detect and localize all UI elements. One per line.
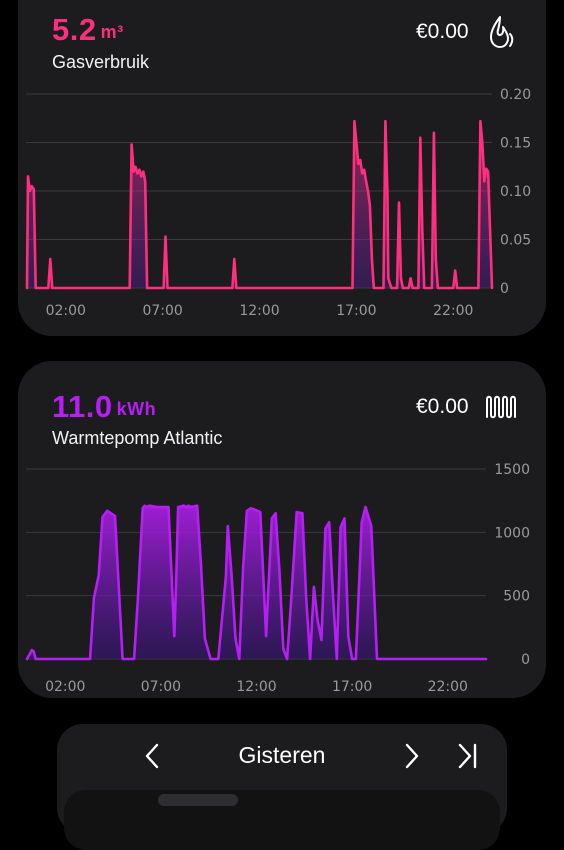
gas-value-number: 5.2 bbox=[52, 12, 97, 47]
gas-chart: 0.20 0.15 0.10 0.05 0 02:00 07:00 12:00 17:00 22:… bbox=[25, 87, 531, 319]
x-tick-label: 07:00 bbox=[142, 303, 182, 319]
chevron-left-icon bbox=[145, 743, 159, 769]
y-tick-label: 0.05 bbox=[500, 233, 531, 249]
chevron-right-icon bbox=[405, 743, 419, 769]
y-tick-label: 0 bbox=[521, 652, 530, 668]
x-tick-label: 12:00 bbox=[239, 303, 279, 319]
x-tick-label: 22:00 bbox=[433, 303, 473, 319]
heatpump-value-number: 11.0 bbox=[52, 389, 113, 424]
y-tick-label: 1000 bbox=[494, 525, 530, 541]
y-tick-label: 0 bbox=[500, 281, 509, 297]
heatpump-card[interactable]: 11.0 kWh Warmtepomp Atlantic €0.00 1500 10… bbox=[18, 361, 546, 698]
series-line bbox=[25, 504, 488, 661]
date-navigation: Gisteren bbox=[57, 724, 507, 850]
gas-usage-card[interactable]: 5.2 m³ Gasverbruik €0.00 0.20 0.15 0.10 0.05… bbox=[18, 0, 546, 336]
heatpump-card-title: Warmtepomp Atlantic bbox=[52, 428, 223, 448]
date-label: Gisteren bbox=[238, 742, 326, 768]
y-tick-label: 0.20 bbox=[500, 87, 531, 103]
heatpump-unit: kWh bbox=[116, 399, 157, 419]
x-tick-label: 22:00 bbox=[428, 679, 468, 695]
y-tick-label: 500 bbox=[503, 589, 530, 605]
skip-to-end-icon bbox=[458, 743, 477, 769]
gas-card-title: Gasverbruik bbox=[52, 52, 150, 72]
x-tick-label: 12:00 bbox=[236, 679, 276, 695]
bottom-panel bbox=[64, 790, 500, 850]
heatpump-cost: €0.00 bbox=[416, 395, 469, 418]
y-tick-label: 0.15 bbox=[500, 136, 531, 152]
x-tick-label: 02:00 bbox=[45, 679, 85, 695]
gas-value: 5.2 m³ bbox=[52, 12, 124, 48]
heatpump-chart: 1500 1000 500 0 02:00 07:00 12:00 17:00 22:00 bbox=[25, 462, 530, 695]
y-tick-label: 0.10 bbox=[500, 184, 531, 200]
go-to-today-button[interactable] bbox=[448, 738, 488, 774]
y-tick-label: 1500 bbox=[494, 462, 530, 478]
gas-cost: €0.00 bbox=[416, 20, 469, 43]
radiator-icon bbox=[484, 393, 520, 426]
x-tick-label: 17:00 bbox=[336, 303, 376, 319]
next-day-button[interactable] bbox=[392, 738, 432, 774]
bottom-handle[interactable] bbox=[158, 794, 238, 806]
gas-unit: m³ bbox=[100, 22, 124, 42]
x-tick-label: 17:00 bbox=[332, 679, 372, 695]
series-line bbox=[25, 119, 494, 290]
series-area bbox=[27, 505, 486, 659]
heatpump-value: 11.0 kWh bbox=[52, 389, 156, 425]
x-tick-label: 02:00 bbox=[46, 303, 86, 319]
series-area bbox=[27, 121, 492, 288]
flame-icon bbox=[488, 14, 516, 55]
previous-day-button[interactable] bbox=[132, 738, 172, 774]
x-tick-label: 07:00 bbox=[141, 679, 181, 695]
